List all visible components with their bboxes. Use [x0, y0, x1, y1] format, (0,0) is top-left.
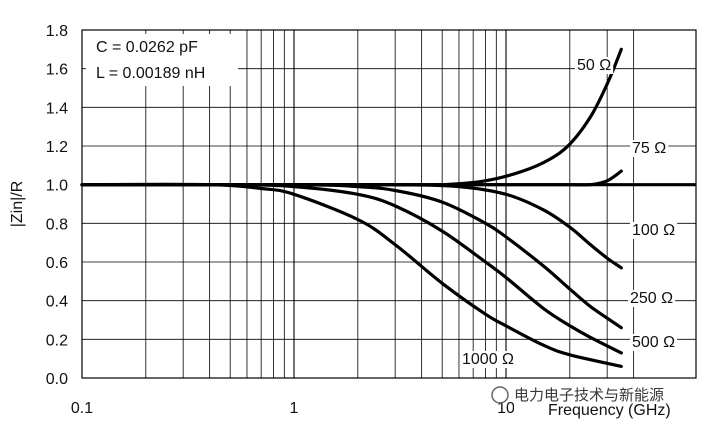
- watermark-text: 电力电子技术与新能源: [514, 386, 664, 404]
- xlabel-background: [514, 393, 706, 425]
- series-label-background: [628, 290, 676, 307]
- y-tick-label: 1.8: [46, 23, 68, 40]
- series-label: 75 Ω: [632, 140, 666, 157]
- watermark: 电力电子技术与新能源: [491, 386, 664, 404]
- y-tick-label: 0.8: [46, 216, 68, 233]
- x-axis-label: Frequency (GHz): [548, 402, 671, 419]
- y-tick-label: 0.4: [46, 294, 68, 311]
- y-axis-ticks: 1.8 1.6 1.4 1.2 1.0 0.8 0.6 0.4 0.2 0.0: [46, 23, 68, 388]
- series-label-background: [575, 57, 614, 74]
- y-tick-label: 1.2: [46, 139, 68, 156]
- x-tick-label: 0.1: [71, 400, 93, 417]
- plot-frame: [81, 29, 697, 379]
- wechat-icon: [491, 386, 509, 404]
- series-label-background: [630, 222, 678, 239]
- series-labels: 50 Ω 75 Ω 100 Ω 250 Ω 500 Ω 1000 Ω: [460, 57, 678, 368]
- series-line: [80, 182, 623, 270]
- y-tick-label: 1.0: [46, 178, 68, 195]
- series-line: [80, 182, 623, 368]
- series-label: 1000 Ω: [462, 351, 514, 368]
- annotation-inductance: L = 0.00189 nH: [96, 65, 205, 82]
- series-label-background: [630, 140, 669, 157]
- series-line: [80, 182, 623, 355]
- x-tick-label: 1: [290, 400, 299, 417]
- annotation-box: [86, 34, 238, 86]
- y-tick-label: 1.4: [46, 100, 68, 117]
- series-label-background: [630, 334, 678, 351]
- series-label: 250 Ω: [630, 290, 673, 307]
- y-tick-label: 0.0: [46, 371, 68, 388]
- series-lines: [80, 47, 696, 368]
- series-label-background: [460, 351, 517, 368]
- x-axis-ticks: 0.1 1 10: [71, 400, 515, 417]
- y-tick-label: 0.6: [46, 255, 68, 272]
- series-label: 50 Ω: [577, 57, 611, 74]
- series-line: [80, 182, 623, 330]
- x-tick-label: 10: [497, 400, 515, 417]
- y-axis-label: |Zin|/R: [9, 181, 26, 228]
- y-tick-label: 1.6: [46, 62, 68, 79]
- series-label: 500 Ω: [632, 334, 675, 351]
- y-tick-label: 0.2: [46, 332, 68, 349]
- annotation-capacitance: C = 0.0262 pF: [96, 39, 198, 56]
- series-label: 100 Ω: [632, 222, 675, 239]
